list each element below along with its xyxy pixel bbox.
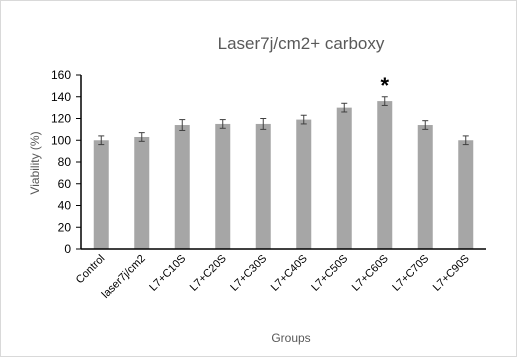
x-tick-label: L7+C40S — [269, 253, 310, 294]
y-tick-labels: 0 20 40 60 80 100 120 140 160 — [51, 68, 81, 256]
x-tick-label: L7+C10S — [147, 253, 188, 294]
bar — [215, 123, 231, 249]
chart-title: Laser7j/cm2+ carboxy — [218, 34, 385, 53]
bar — [174, 125, 190, 249]
bar — [134, 136, 150, 249]
x-tick-label: L7+C20S — [188, 253, 229, 294]
x-tick-label: L7+C60S — [350, 253, 391, 294]
annotations: * — [380, 73, 389, 98]
y-tick-label: 40 — [58, 199, 72, 213]
y-tick-label: 60 — [58, 177, 72, 191]
bar — [377, 101, 393, 249]
bar — [417, 125, 433, 249]
bar — [296, 119, 312, 250]
bar — [336, 107, 352, 249]
x-tick-label: L7+C50S — [309, 253, 350, 294]
significance-asterisk: * — [380, 73, 389, 98]
bars — [93, 96, 474, 250]
x-tick-label: L7+C30S — [228, 253, 269, 294]
bar — [255, 123, 271, 249]
x-tick-label: L7+C90S — [431, 253, 472, 294]
y-tick-label: 140 — [51, 90, 71, 104]
x-axis-label: Groups — [271, 331, 310, 345]
y-tick-label: 120 — [51, 112, 71, 126]
bar — [93, 140, 109, 249]
bar-chart: Laser7j/cm2+ carboxy Viability (%) Group… — [28, 34, 486, 345]
x-tick-label: laser7j/cm2 — [100, 253, 148, 301]
y-axis-label: Viability (%) — [28, 131, 42, 194]
y-tick-label: 20 — [58, 220, 72, 234]
y-tick-label: 80 — [58, 155, 72, 169]
y-tick-label: 100 — [51, 133, 71, 147]
x-tick-label: Control — [74, 253, 108, 287]
y-tick-label: 160 — [51, 68, 71, 82]
x-tick-label: L7+C70S — [390, 253, 431, 294]
y-tick-label: 0 — [64, 242, 71, 256]
bar — [458, 140, 474, 249]
